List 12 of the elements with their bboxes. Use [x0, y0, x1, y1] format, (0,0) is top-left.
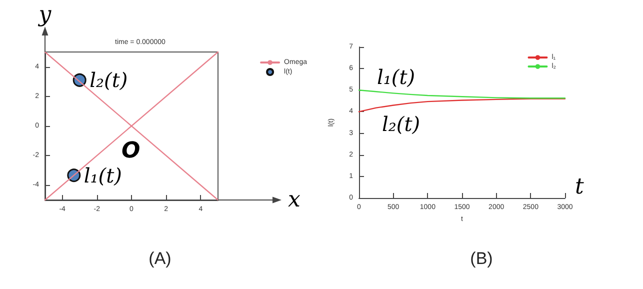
annotation: O	[122, 138, 140, 164]
x-axis-title: x	[288, 188, 301, 212]
annotation: l₁(t)	[377, 65, 416, 89]
line-series	[358, 90, 566, 99]
annotation: l₂(t)	[90, 68, 128, 92]
y-axis-title: y	[38, 2, 52, 28]
line-series	[358, 98, 566, 112]
text: (B)	[470, 249, 493, 268]
annotation: l₂(t)	[382, 112, 420, 136]
text: (A)	[148, 249, 172, 268]
text: t	[575, 174, 584, 200]
annotation: l₁(t)	[84, 163, 122, 188]
